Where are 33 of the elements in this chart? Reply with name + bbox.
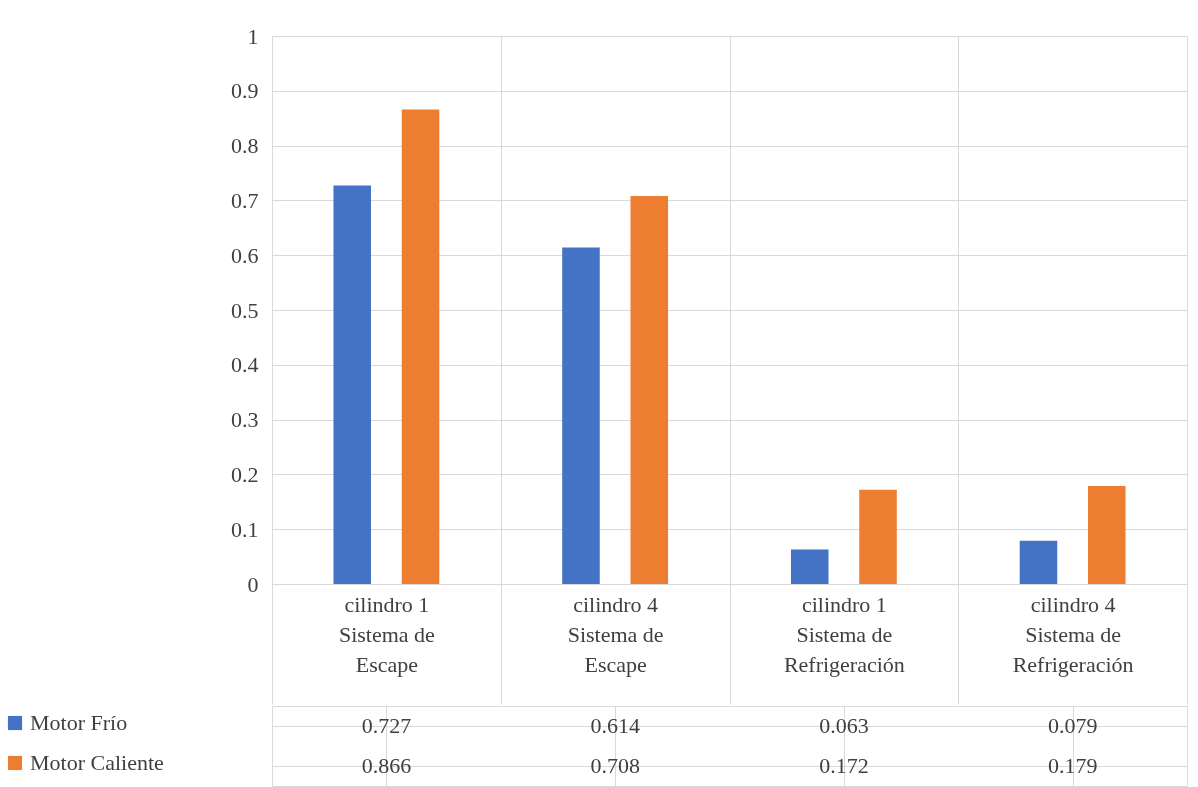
bar (1019, 540, 1058, 584)
bar (1087, 485, 1126, 584)
bar (401, 109, 440, 584)
legend-label: Motor Frío (30, 710, 128, 735)
y-tick-label: 0.7 (231, 187, 259, 213)
bar (333, 185, 372, 584)
x-tick-label: cilindro 1 Sistema de Refrigeración (783, 591, 905, 677)
data-label: 0.727 (361, 713, 412, 738)
y-tick-label: 1 (247, 23, 259, 49)
bar (790, 549, 829, 584)
bar (630, 196, 669, 584)
y-tick-label: 0.3 (231, 407, 259, 433)
data-label: 0.614 (590, 713, 640, 738)
x-tick-label: cilindro 4 Sistema de Refrigeración (1012, 591, 1134, 677)
data-label: 0.172 (819, 753, 869, 778)
bar (859, 489, 897, 584)
data-label: 0.063 (819, 713, 869, 738)
y-tick-label: 0.6 (231, 242, 259, 268)
data-label: 0.866 (361, 753, 412, 778)
y-tick-label: 0.9 (231, 78, 259, 104)
y-tick-label: 0.8 (231, 133, 259, 159)
y-tick-label: 0.4 (231, 352, 259, 378)
x-tick-label: cilindro 4 Sistema de Escape (567, 591, 664, 677)
y-tick-label: 0.2 (231, 461, 259, 487)
data-label: 0.708 (590, 753, 640, 778)
y-tick-label: 0 (247, 571, 259, 597)
y-tick-label: 0.1 (231, 516, 259, 542)
legend-label: Motor Caliente (30, 750, 164, 775)
data-label: 0.079 (1047, 713, 1098, 738)
bar (562, 247, 600, 584)
y-tick-label: 0.5 (231, 297, 259, 323)
data-label: 0.179 (1047, 753, 1098, 778)
x-tick-label: cilindro 1 Sistema de Escape (338, 591, 435, 677)
